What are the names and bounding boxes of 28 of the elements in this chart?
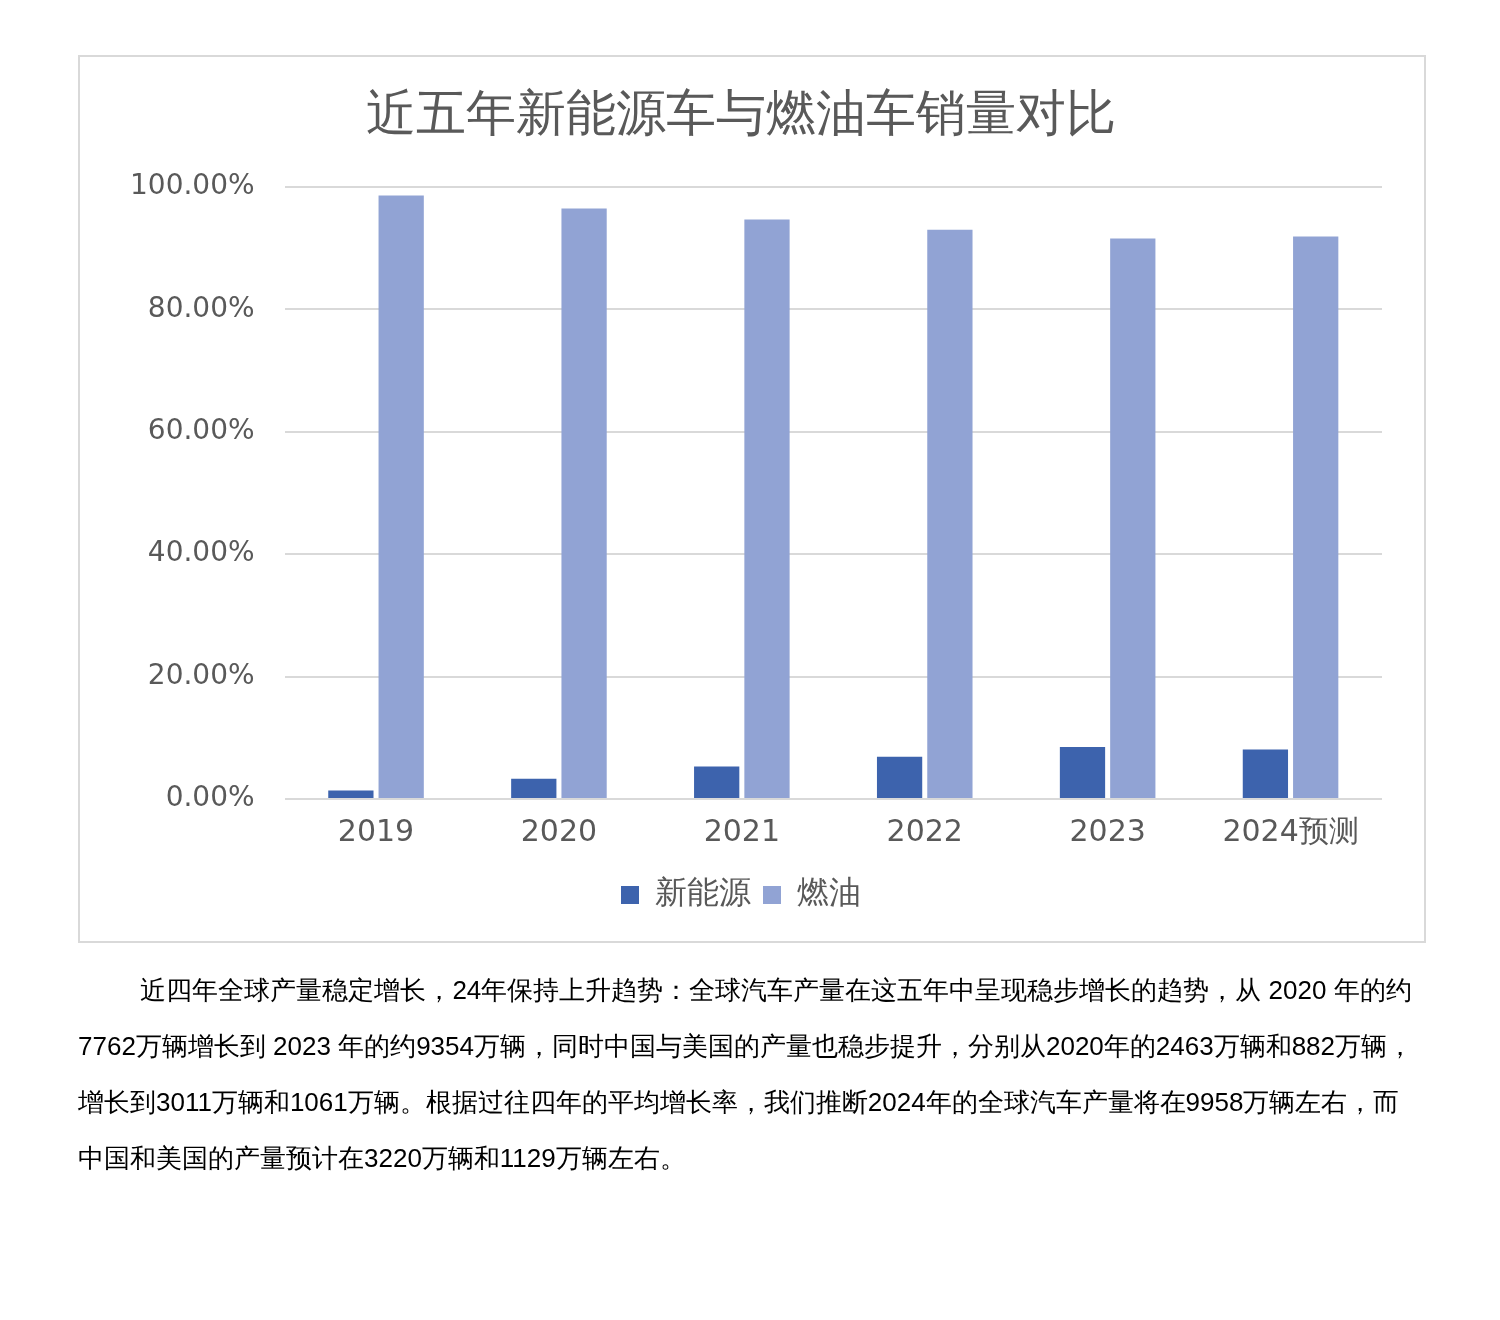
x-tick-label: 2020 xyxy=(520,812,598,848)
bar xyxy=(328,790,374,798)
y-tick-label: 0.00% xyxy=(165,780,255,814)
y-tick-label: 100.00% xyxy=(130,168,255,202)
y-tick-label: 80.00% xyxy=(147,290,255,324)
bar xyxy=(1293,236,1339,798)
bar xyxy=(927,229,973,798)
x-tick-label: 2021 xyxy=(703,812,781,848)
bar xyxy=(1110,238,1156,798)
legend-label: 燃油 xyxy=(797,873,861,912)
x-tick-label: 2023 xyxy=(1069,812,1146,848)
bar xyxy=(876,756,923,798)
bar xyxy=(378,195,424,798)
x-tick-label: 2022 xyxy=(886,812,963,848)
legend-label: 新能源 xyxy=(655,873,751,912)
y-tick-label: 20.00% xyxy=(147,657,255,691)
bar xyxy=(1242,749,1289,798)
y-tick-label: 60.00% xyxy=(147,413,255,447)
bar xyxy=(744,219,790,798)
y-tick-label: 40.00% xyxy=(147,535,255,569)
x-tick-label: 2019 xyxy=(337,812,415,848)
text: 近四年全球产量稳定增长，24年保持上升趋势：全球汽车产量在这五年中呈现稳步增长的趋势，从 2020 年的约7762万辆增长到 2023 年的约9354万辆，同时中国与美国的产量也稳步提升，分别从2020年的2463万辆和882万辆，增长到3011万辆和1061万辆。根据过往四年的平均增长率，我们推断2024年的全球汽车产量将在9958万辆左右，而中国和美国的产量预计在3220万辆和1129万辆左右。 xyxy=(78,974,1415,1175)
bar xyxy=(561,208,607,798)
bar xyxy=(511,778,557,798)
bar xyxy=(694,766,740,798)
bar xyxy=(1059,746,1106,798)
chart-title: 近五年新能源车与燃油车销量对比 xyxy=(366,83,1116,142)
x-tick-label: 2024预测 xyxy=(1222,812,1359,848)
